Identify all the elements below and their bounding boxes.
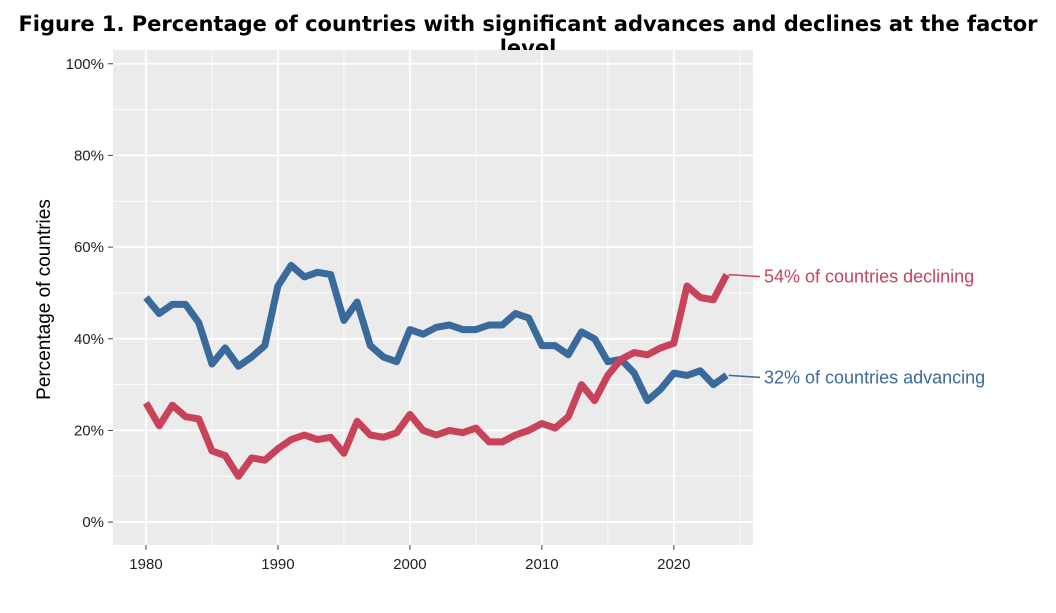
series-line-2 <box>142 272 730 480</box>
minor-gridlines <box>113 50 753 545</box>
x-tick-label: 2020 <box>657 556 690 573</box>
annotation-leader <box>728 374 761 379</box>
y-tick-label: 100% <box>66 56 104 73</box>
series-layer <box>142 261 730 480</box>
annotation-leader <box>728 273 761 278</box>
x-tick-label: 1980 <box>129 556 162 573</box>
x-tick-label: 2010 <box>525 556 558 573</box>
annotation-layer: 54% of countries declining 32% of countri… <box>728 267 985 387</box>
y-tick-label: 80% <box>74 147 104 164</box>
x-tick-label: 2000 <box>393 556 426 573</box>
y-tick-label: 20% <box>74 422 104 439</box>
annotation-label: 54% of countries declining <box>764 267 974 287</box>
x-tick-label: 1990 <box>261 556 294 573</box>
y-tick-label: 0% <box>82 514 104 531</box>
x-axis: 1980 1990 2000 2010 2020 <box>129 545 691 573</box>
y-axis: 0% 20% 40% 60% 80% 100% <box>66 56 113 531</box>
y-tick-label: 40% <box>74 331 104 348</box>
plot-panel <box>113 50 753 545</box>
y-axis-title: Percentage of countries <box>34 199 55 400</box>
series-line-1 <box>143 261 729 405</box>
chart-title: Figure 1. Percentage of countries with s… <box>18 12 1038 60</box>
annotation-label: 32% of countries advancing <box>764 367 985 387</box>
y-tick-label: 60% <box>74 239 104 256</box>
